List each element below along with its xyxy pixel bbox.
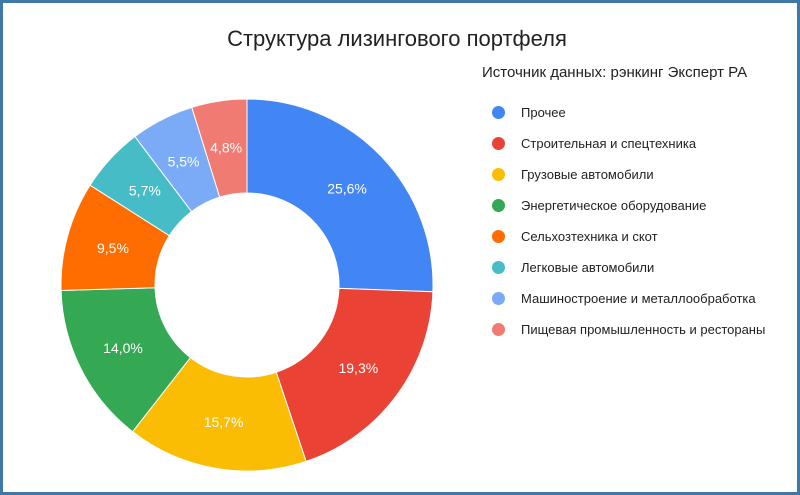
legend-label-5: Сельхозтехника и скот [521,229,658,244]
legend-item-1: Прочее [492,97,765,128]
legend-item-4: Энергетическое оборудование [492,190,765,221]
legend-swatch-3 [492,168,505,181]
legend-label-8: Пищевая промышленность и рестораны [521,322,766,337]
legend-swatch-7 [492,292,505,305]
slice-2 [275,287,434,462]
legend-item-2: Строительная и спецтехника [492,128,765,159]
slice-8 [191,98,248,198]
slice-label-5: 9,5% [97,240,129,256]
slice-3 [131,356,307,472]
slice-label-1: 25,6% [327,181,367,197]
legend-item-8: Пищевая промышленность и рестораны [492,314,765,345]
legend-swatch-2 [492,137,505,150]
legend-swatch-8 [492,323,505,336]
legend-label-7: Машиностроение и металлообработка [521,291,756,306]
legend-item-5: Сельхозтехника и скот [492,221,765,252]
slice-label-7: 5,5% [168,153,200,169]
chart-title: Структура лизингового портфеля [227,26,567,51]
chart-legend: Прочее Строительная и спецтехника Грузовые… [492,97,765,345]
legend-label-1: Прочее [521,105,566,120]
legend-swatch-1 [492,106,505,119]
slice-label-3: 15,7% [204,414,244,430]
legend-label-3: Грузовые автомобили [521,167,654,182]
slice-label-6: 5,7% [129,183,161,199]
legend-label-4: Энергетическое оборудование [521,198,707,213]
legend-swatch-6 [492,261,505,274]
legend-item-6: Легковые автомобили [492,252,765,283]
slice-1 [246,98,434,293]
slice-label-8: 4,8% [210,140,242,156]
legend-label-2: Строительная и спецтехника [521,136,697,151]
legend-item-3: Грузовые автомобили [492,159,765,190]
slice-label-4: 14,0% [103,340,143,356]
legend-swatch-5 [492,230,505,243]
legend-label-6: Легковые автомобили [521,260,655,275]
legend-swatch-4 [492,199,505,212]
legend-item-7: Машиностроение и металлообработка [492,283,765,314]
slice-label-2: 19,3% [338,360,378,376]
chart-subtitle: Источник данных: рэнкинг Эксперт РА [482,64,748,81]
